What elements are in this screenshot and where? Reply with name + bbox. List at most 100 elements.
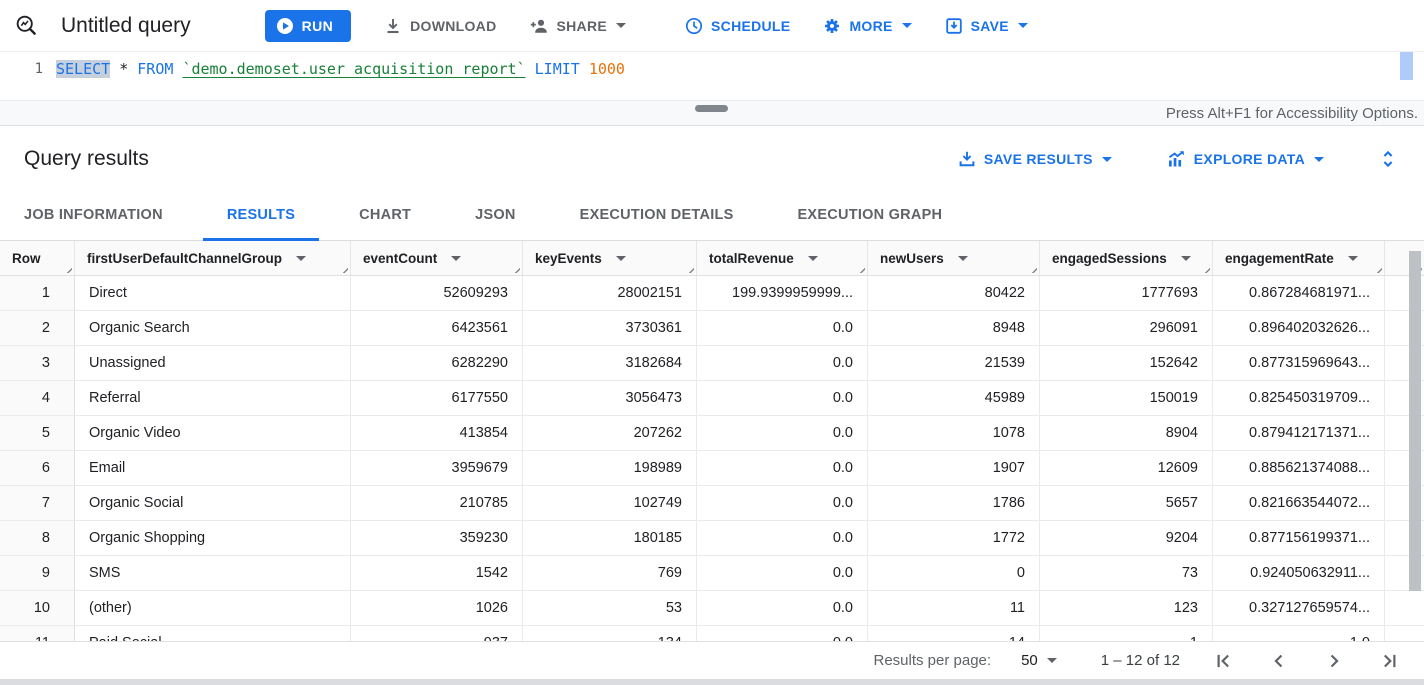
column-label: totalRevenue	[709, 251, 794, 266]
last-page-button[interactable]	[1378, 650, 1400, 672]
column-resize-grip[interactable]	[511, 264, 520, 273]
column-resize-grip[interactable]	[1373, 264, 1382, 273]
tab-job-information[interactable]: JOB INFORMATION	[0, 192, 187, 241]
cell-eventCount: 210785	[351, 486, 523, 520]
previous-page-button[interactable]	[1268, 650, 1290, 672]
cell-keyEvents: 53	[523, 591, 697, 625]
cell-newUsers: 1786	[868, 486, 1040, 520]
splitter-drag-handle[interactable]	[695, 105, 728, 112]
results-title: Query results	[24, 147, 149, 171]
query-toolbar: Untitled query RUN DOWNLOAD	[0, 0, 1424, 52]
column-resize-grip[interactable]	[685, 264, 694, 273]
editor-scrollbar-thumb[interactable]	[1400, 52, 1413, 80]
column-resize-grip[interactable]	[1028, 264, 1037, 273]
cell-firstUserDefaultChannelGroup: Paid Social	[75, 626, 351, 641]
cell-firstUserDefaultChannelGroup: SMS	[75, 556, 351, 590]
column-header-totalRevenue[interactable]: totalRevenue	[697, 241, 868, 275]
sql-keyword-from: FROM	[137, 60, 173, 78]
cell-keyEvents: 769	[523, 556, 697, 590]
editor-status-bar: Press Alt+F1 for Accessibility Options.	[0, 100, 1424, 126]
cell-eventCount: 6423561	[351, 311, 523, 345]
cell-engagementRate: 0.327127659574...	[1213, 591, 1385, 625]
column-resize-grip[interactable]	[63, 264, 72, 273]
explore-data-label: EXPLORE DATA	[1194, 151, 1305, 167]
share-button[interactable]: SHARE	[529, 16, 627, 36]
tab-results[interactable]: RESULTS	[203, 192, 319, 241]
table-row: 9SMS15427690.00730.924050632911...	[0, 556, 1424, 591]
row-number-cell: 7	[0, 486, 75, 520]
tab-chart[interactable]: CHART	[335, 192, 435, 241]
tab-execution-graph[interactable]: EXECUTION GRAPH	[774, 192, 967, 241]
column-menu-caret-icon[interactable]	[616, 256, 626, 261]
cell-eventCount: 6282290	[351, 346, 523, 380]
bottom-edge-strip	[0, 679, 1424, 685]
column-label: keyEvents	[535, 251, 602, 266]
table-row: 5Organic Video4138542072620.0107889040.8…	[0, 416, 1424, 451]
cell-engagedSessions: 12609	[1040, 451, 1213, 485]
save-button[interactable]: SAVE	[944, 16, 1028, 36]
page-range-label: 1 – 12 of 12	[1101, 652, 1180, 669]
cell-keyEvents: 3730361	[523, 311, 697, 345]
cell-totalRevenue: 0.0	[697, 311, 868, 345]
results-table: RowfirstUserDefaultChannelGroupeventCoun…	[0, 241, 1424, 641]
column-header-newUsers[interactable]: newUsers	[868, 241, 1040, 275]
more-button[interactable]: MORE	[822, 16, 911, 36]
save-results-button[interactable]: SAVE RESULTS	[957, 149, 1112, 169]
column-header-engagementRate[interactable]: engagementRate	[1213, 241, 1385, 275]
column-label: engagedSessions	[1052, 251, 1167, 266]
sql-code-line[interactable]: SELECT * FROM `demo.demoset.user_acquisi…	[56, 60, 625, 100]
cell-keyEvents: 180185	[523, 521, 697, 555]
tab-json[interactable]: JSON	[451, 192, 540, 241]
column-header-engagedSessions[interactable]: engagedSessions	[1040, 241, 1213, 275]
cell-totalRevenue: 0.0	[697, 556, 868, 590]
column-header-firstUserDefaultChannelGroup[interactable]: firstUserDefaultChannelGroup	[75, 241, 351, 275]
cell-eventCount: 1026	[351, 591, 523, 625]
cell-engagedSessions: 8904	[1040, 416, 1213, 450]
download-button[interactable]: DOWNLOAD	[383, 16, 496, 36]
column-header-row[interactable]: Row	[0, 241, 75, 275]
schedule-button[interactable]: SCHEDULE	[684, 16, 790, 36]
cell-newUsers: 11	[868, 591, 1040, 625]
column-header-eventCount[interactable]: eventCount	[351, 241, 523, 275]
column-menu-caret-icon[interactable]	[808, 256, 818, 261]
cell-newUsers: 80422	[868, 276, 1040, 310]
table-row: 4Referral617755030564730.0459891500190.8…	[0, 381, 1424, 416]
column-resize-grip[interactable]	[856, 264, 865, 273]
explore-data-button[interactable]: EXPLORE DATA	[1166, 149, 1324, 169]
next-page-button[interactable]	[1323, 650, 1345, 672]
cell-newUsers: 21539	[868, 346, 1040, 380]
cell-engagementRate: 0.867284681971...	[1213, 276, 1385, 310]
sql-editor[interactable]: 1 SELECT * FROM `demo.demoset.user_acqui…	[0, 52, 1424, 100]
column-menu-caret-icon[interactable]	[451, 256, 461, 261]
page-size-select[interactable]: 50	[1021, 652, 1057, 669]
column-resize-grip[interactable]	[1201, 264, 1210, 273]
cell-newUsers: 1907	[868, 451, 1040, 485]
query-title: Untitled query	[61, 14, 191, 38]
download-icon	[383, 16, 403, 36]
cell-firstUserDefaultChannelGroup: Referral	[75, 381, 351, 415]
accessibility-hint: Press Alt+F1 for Accessibility Options.	[1166, 105, 1418, 122]
sql-table-reference-link[interactable]: `demo.demoset.user_acquisition_report`	[182, 60, 525, 78]
column-menu-caret-icon[interactable]	[958, 256, 968, 261]
column-menu-caret-icon[interactable]	[1348, 256, 1358, 261]
table-scrollbar-track[interactable]	[1406, 243, 1424, 639]
person-add-icon	[529, 16, 550, 36]
row-number-cell: 8	[0, 521, 75, 555]
cell-totalRevenue: 0.0	[697, 346, 868, 380]
column-header-keyEvents[interactable]: keyEvents	[523, 241, 697, 275]
collapse-results-button[interactable]	[1378, 148, 1398, 170]
table-row: 3Unassigned628229031826840.0215391526420…	[0, 346, 1424, 381]
cell-eventCount: 52609293	[351, 276, 523, 310]
first-page-button[interactable]	[1213, 650, 1235, 672]
run-button[interactable]: RUN	[265, 10, 352, 42]
column-menu-caret-icon[interactable]	[296, 256, 306, 261]
tab-execution-details[interactable]: EXECUTION DETAILS	[556, 192, 758, 241]
column-label: newUsers	[880, 251, 944, 266]
table-scrollbar-thumb[interactable]	[1409, 251, 1421, 591]
column-menu-caret-icon[interactable]	[1181, 256, 1191, 261]
cell-keyEvents: 134	[523, 626, 697, 641]
sql-limit-value: 1000	[589, 60, 625, 78]
column-resize-grip[interactable]	[339, 264, 348, 273]
schedule-label: SCHEDULE	[711, 18, 790, 34]
row-number-cell: 5	[0, 416, 75, 450]
